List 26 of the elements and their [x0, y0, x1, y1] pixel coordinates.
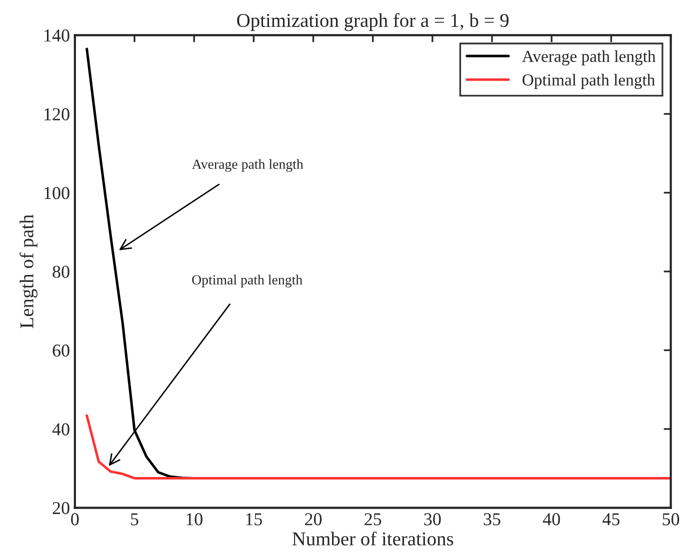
x-tick-label: 25	[364, 513, 382, 526]
y-tick-label: 100	[44, 186, 70, 200]
annotation: Average path length	[192, 159, 304, 172]
x-tick-label: 45	[602, 513, 620, 526]
y-tick-label: 140	[44, 29, 70, 42]
x-tick-label: 20	[305, 513, 322, 526]
y-tick-label: 40	[52, 423, 70, 436]
y-tick-label: 80	[52, 266, 70, 278]
x-tick-label: 35	[484, 513, 500, 526]
x-axis-title: Number of iterations	[292, 532, 454, 546]
x-tick-label: 30	[424, 513, 441, 526]
x-tick-label: 15	[246, 513, 262, 526]
y-tick-label: 20	[52, 502, 70, 514]
x-tick-label: 0	[71, 513, 79, 526]
y-tick-label: 60	[52, 344, 70, 357]
y-axis-title: Length of path	[20, 214, 38, 328]
line-series	[86, 414, 671, 480]
x-tick-label: 50	[662, 513, 680, 526]
chart-title: Optimization graph for a = 1, b = 9	[237, 13, 509, 32]
x-tick-label: 40	[542, 513, 560, 526]
legend-label: Average path length	[522, 50, 656, 66]
y-tick-label: 120	[44, 108, 70, 120]
x-tick-label: 5	[131, 513, 138, 526]
annotation: Optimal path length	[192, 274, 302, 288]
x-tick-label: 10	[186, 513, 202, 526]
legend-label: Optimal path length	[522, 74, 655, 90]
